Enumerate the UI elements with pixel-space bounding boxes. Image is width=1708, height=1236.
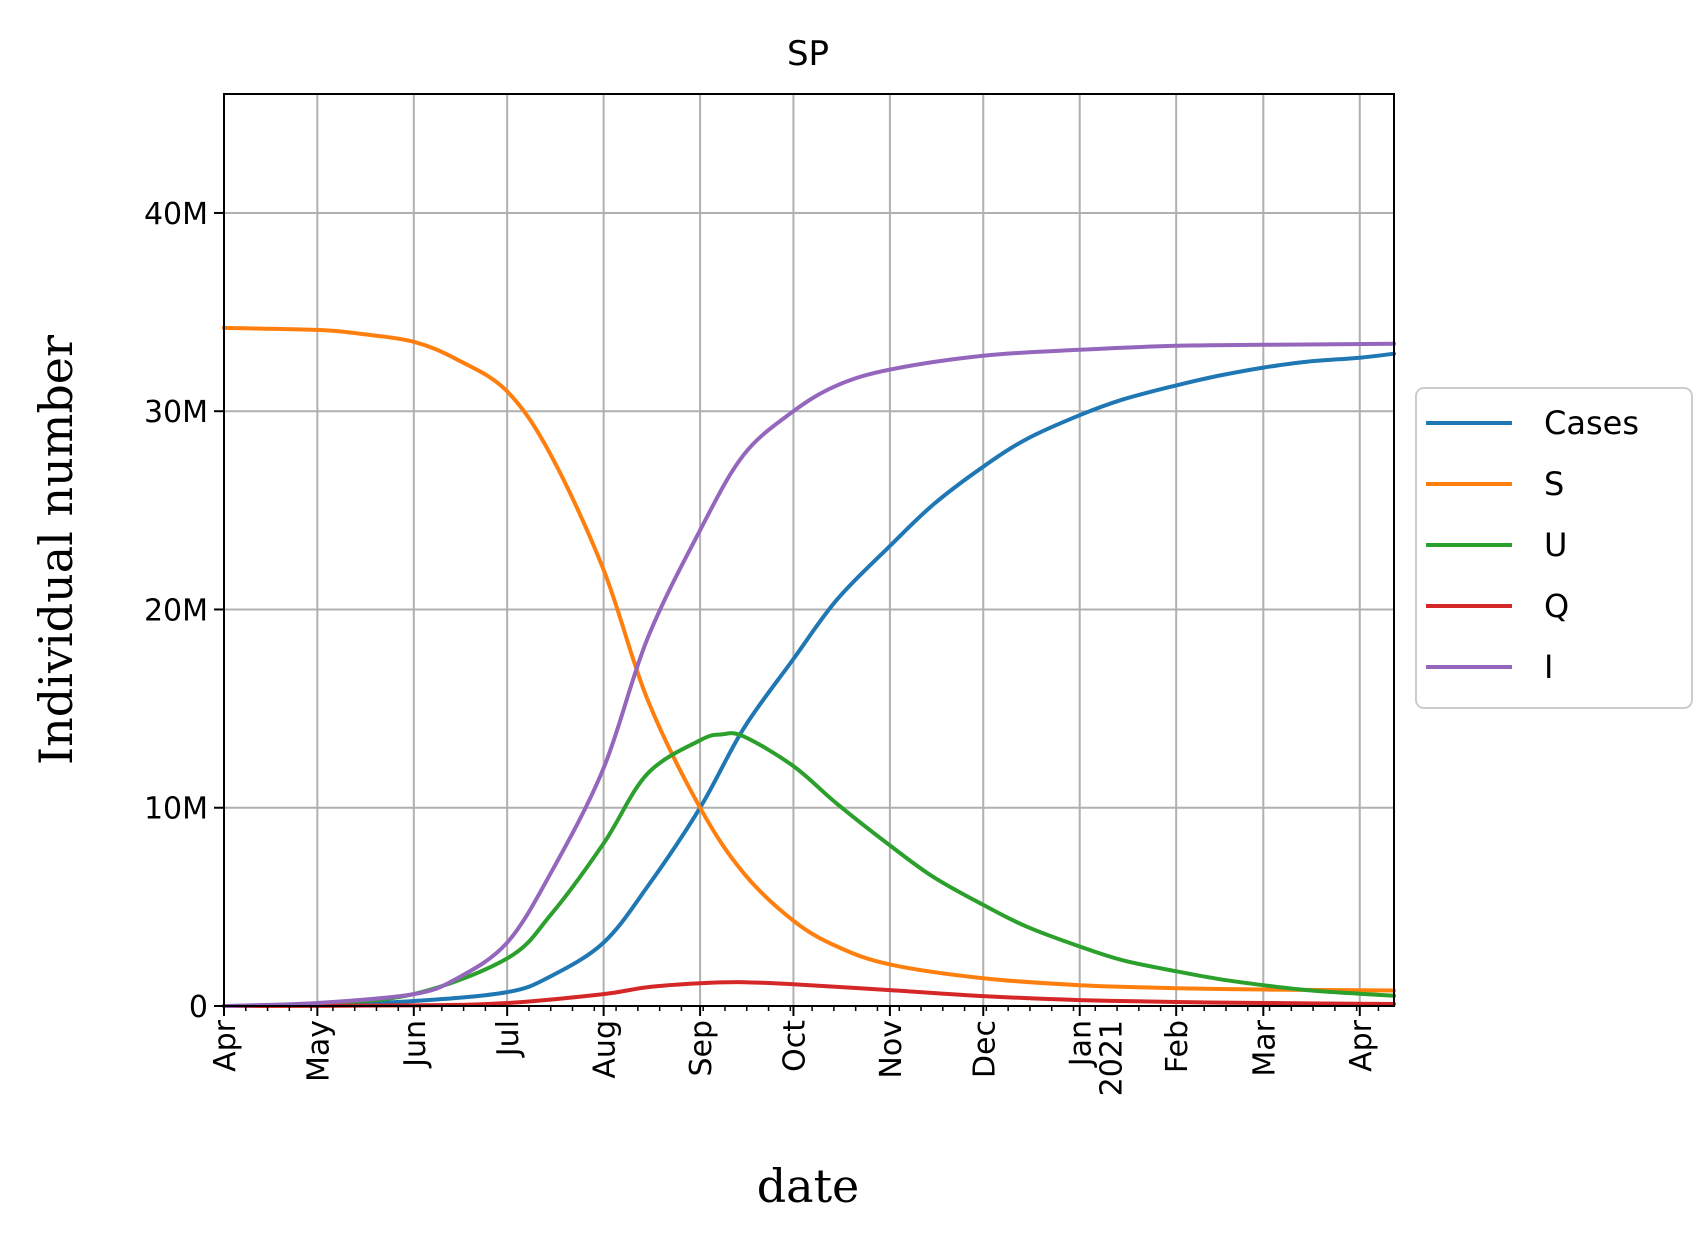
plot-frame — [223, 93, 1395, 1007]
x-tick-label: Apr — [1344, 1019, 1379, 1072]
x-tick-label: Aug — [588, 1020, 623, 1079]
series-lines — [222, 325, 1396, 1008]
legend-label-s: S — [1544, 465, 1564, 503]
series-line-q — [222, 980, 1396, 1008]
x-tick-label: Dec — [967, 1020, 1002, 1078]
x-axis-label: date — [757, 1159, 860, 1213]
y-tick-label: 40M — [144, 197, 208, 232]
x-tick-label-year: 2021 — [1095, 1020, 1130, 1096]
x-tick-label: Jul — [491, 1020, 526, 1058]
y-axis: 0 10M 20M 30M 40M — [144, 197, 224, 1025]
x-tick-label: Feb — [1160, 1020, 1195, 1073]
y-tick-label: 10M — [144, 792, 208, 827]
legend-label-u: U — [1544, 526, 1567, 564]
y-axis-label: Individual number — [29, 335, 83, 765]
y-tick-label: 30M — [144, 395, 208, 430]
y-tick-label: 0 — [189, 990, 208, 1025]
x-tick-label: May — [301, 1020, 336, 1082]
legend-label-q: Q — [1544, 587, 1569, 625]
x-tick-label: Mar — [1247, 1019, 1282, 1076]
y-tick-label: 20M — [144, 593, 208, 628]
series-line-cases — [222, 351, 1396, 1008]
legend-label-i: I — [1544, 648, 1553, 686]
series-line-s — [222, 325, 1396, 993]
series-line-i — [222, 341, 1396, 1008]
legend-label-cases: Cases — [1544, 404, 1639, 442]
x-tick-label: Sep — [684, 1020, 719, 1077]
x-tick-label: Jun — [398, 1020, 433, 1069]
x-tick-label: Nov — [874, 1020, 909, 1079]
x-tick-label: Apr — [208, 1019, 243, 1072]
x-tick-label: Oct — [777, 1020, 812, 1072]
chart-title: SP — [787, 34, 829, 74]
x-tick-label: Jan — [1064, 1020, 1099, 1068]
legend-box — [1415, 387, 1693, 709]
series-line-u — [222, 731, 1396, 1008]
